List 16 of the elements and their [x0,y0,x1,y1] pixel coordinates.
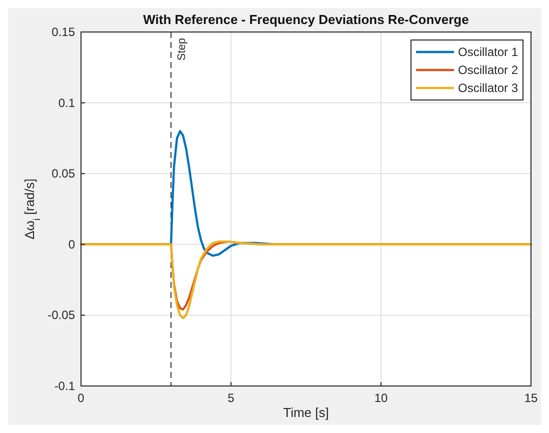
y-tick-label: 0.05 [52,166,76,181]
chart-title: With Reference - Frequency Deviations Re-Converge [143,12,469,27]
x-tick-label: 10 [374,391,388,405]
x-tick-label: 15 [524,391,538,405]
y-tick-label: -0.1 [54,379,76,393]
legend-label: Oscillator 1 [458,45,518,59]
x-axis-title: Time [s] [283,405,329,420]
x-tick-label: 0 [78,391,85,405]
ref-line-label: Step [176,38,188,61]
legend-label: Oscillator 3 [458,81,518,95]
y-tick-label: 0 [68,237,76,252]
y-tick-label: 0.15 [52,25,76,39]
x-tick-label: 5 [228,391,235,405]
legend-label: Oscillator 2 [458,63,518,77]
y-tick-label: -0.05 [48,308,76,322]
y-tick-label: 0.1 [58,96,76,110]
